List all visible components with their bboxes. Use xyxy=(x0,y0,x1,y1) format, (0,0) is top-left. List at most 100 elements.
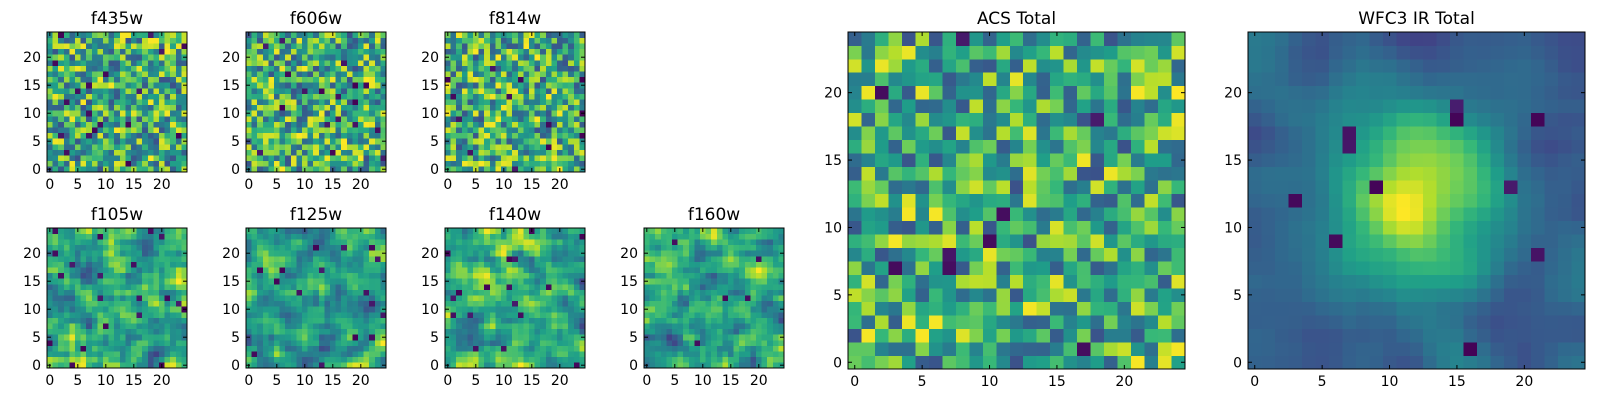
heatmap-cell xyxy=(688,300,695,307)
heatmap-cell xyxy=(523,334,530,341)
x-tick-label: 5 xyxy=(73,177,82,193)
heatmap-cell xyxy=(523,127,530,134)
heatmap-cell xyxy=(181,104,188,111)
heatmap-cell xyxy=(318,328,325,335)
heatmap-cell xyxy=(489,32,496,38)
axes-frame xyxy=(46,31,188,173)
heatmap-cell xyxy=(86,345,93,352)
heatmap-cell xyxy=(47,149,53,156)
heatmap-cell xyxy=(58,356,65,363)
heatmap-cell xyxy=(666,312,673,318)
heatmap-cell xyxy=(473,65,479,72)
heatmap-cell xyxy=(888,355,903,370)
heatmap-cell xyxy=(91,88,98,94)
heatmap-cell xyxy=(374,32,381,38)
heatmap-cell xyxy=(290,155,297,162)
heatmap-cell xyxy=(540,233,547,240)
heatmap-cell xyxy=(290,43,297,50)
heatmap-cell xyxy=(540,43,547,50)
heatmap-cell xyxy=(489,261,496,268)
heatmap-cell xyxy=(175,244,182,251)
heatmap-cell xyxy=(119,138,126,145)
heatmap-cell xyxy=(307,261,314,268)
heatmap-cell xyxy=(164,71,171,78)
heatmap-cell xyxy=(108,239,115,246)
heatmap-cell xyxy=(529,328,535,335)
heatmap-cell xyxy=(655,289,662,296)
heatmap-cell xyxy=(335,267,342,274)
heatmap-cell xyxy=(722,289,729,296)
heatmap-cell xyxy=(716,328,723,335)
heatmap-cell xyxy=(285,340,292,346)
heatmap-cell xyxy=(467,37,474,44)
heatmap-cell xyxy=(778,328,785,335)
heatmap-cell xyxy=(153,334,160,341)
heatmap-cell xyxy=(307,334,314,341)
heatmap-cell xyxy=(268,256,275,262)
heatmap-cell xyxy=(114,88,121,94)
heatmap-cell xyxy=(683,312,690,318)
heatmap-cell xyxy=(86,65,93,72)
heatmap-cell xyxy=(1117,315,1132,329)
heatmap-cell xyxy=(75,60,81,66)
heatmap-cell xyxy=(1023,247,1038,262)
heatmap-cell xyxy=(683,233,690,240)
heatmap-cell xyxy=(467,278,474,285)
heatmap-cell xyxy=(125,328,132,335)
heatmap-cell xyxy=(739,278,746,285)
heatmap-cell xyxy=(164,228,171,234)
heatmap-cell xyxy=(739,267,746,274)
heatmap-cell xyxy=(330,356,336,363)
heatmap-cell xyxy=(91,233,98,240)
heatmap-cell xyxy=(302,121,308,128)
heatmap-cell xyxy=(335,76,342,83)
heatmap-cell xyxy=(164,328,171,335)
heatmap-cell xyxy=(506,93,513,100)
heatmap-cell xyxy=(1050,328,1064,343)
heatmap-cell xyxy=(484,71,491,78)
heatmap-cell xyxy=(352,166,359,173)
heatmap-cell xyxy=(733,345,740,352)
heatmap-cell xyxy=(279,37,286,44)
heatmap-cell xyxy=(246,272,252,279)
heatmap-cell xyxy=(380,345,387,352)
heatmap-cell xyxy=(915,261,930,275)
heatmap-cell xyxy=(557,60,563,66)
heatmap-cell xyxy=(644,261,650,268)
heatmap-cell xyxy=(756,284,762,290)
heatmap-cell xyxy=(251,289,258,296)
heatmap-cell xyxy=(136,144,143,150)
heatmap-cell xyxy=(274,138,280,145)
heatmap-cell xyxy=(369,99,376,106)
heatmap-cell xyxy=(352,104,359,111)
heatmap-cell xyxy=(313,300,320,307)
heatmap-cell xyxy=(700,334,706,341)
heatmap-cell xyxy=(461,306,468,313)
heatmap-cell xyxy=(91,32,98,38)
heatmap-cell xyxy=(142,306,149,313)
heatmap-cell xyxy=(97,138,104,145)
heatmap-cell xyxy=(142,356,149,363)
heatmap-cell xyxy=(557,54,563,61)
heatmap-cell xyxy=(358,356,364,363)
heatmap-cell xyxy=(58,32,65,38)
heatmap-cell xyxy=(374,65,381,72)
heatmap-cell xyxy=(573,267,580,274)
heatmap-cell xyxy=(181,261,188,268)
heatmap-cell xyxy=(257,250,264,257)
heatmap-cell xyxy=(52,345,59,352)
heatmap-cell xyxy=(374,323,381,330)
heatmap-cell xyxy=(369,250,376,257)
heatmap-cell xyxy=(733,362,740,369)
heatmap-cell xyxy=(330,127,336,134)
heatmap-cell xyxy=(147,233,154,240)
heatmap-cell xyxy=(874,261,889,275)
heatmap-cell xyxy=(324,88,331,94)
heatmap-cell xyxy=(506,160,513,167)
heatmap-cell xyxy=(153,60,160,66)
heatmap-cell xyxy=(164,312,171,318)
heatmap-cell xyxy=(97,267,104,274)
heatmap-cell xyxy=(955,247,970,262)
heatmap-cell xyxy=(450,334,457,341)
heatmap-cell xyxy=(170,272,177,279)
